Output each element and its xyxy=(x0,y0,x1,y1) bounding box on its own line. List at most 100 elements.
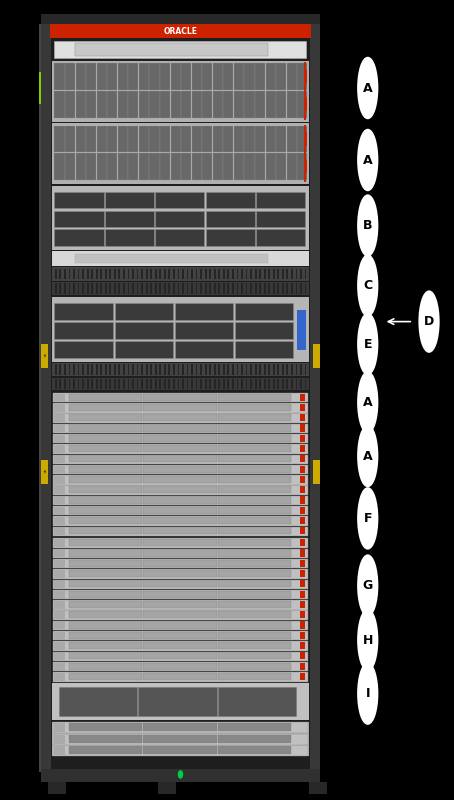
Bar xyxy=(73,365,75,374)
Bar xyxy=(264,379,266,389)
Bar xyxy=(146,269,148,279)
Bar xyxy=(52,297,309,362)
Bar xyxy=(143,642,217,649)
Bar xyxy=(52,123,309,184)
Bar xyxy=(54,434,65,442)
Bar xyxy=(300,642,305,649)
Bar xyxy=(255,63,265,90)
Text: A: A xyxy=(363,396,373,409)
Bar xyxy=(69,550,142,557)
Bar xyxy=(53,465,308,474)
Bar xyxy=(76,91,86,118)
Bar xyxy=(300,601,305,608)
Bar xyxy=(250,283,252,294)
Bar xyxy=(234,126,244,152)
Bar xyxy=(296,365,297,374)
Bar xyxy=(64,365,66,374)
Text: D: D xyxy=(424,315,434,328)
Bar xyxy=(192,91,202,118)
Bar xyxy=(286,269,288,279)
Bar xyxy=(250,269,252,279)
Bar xyxy=(143,404,217,411)
Bar xyxy=(277,283,279,294)
Bar xyxy=(300,662,305,670)
Bar xyxy=(218,486,291,494)
Bar xyxy=(150,365,152,374)
Bar xyxy=(39,24,41,772)
Bar xyxy=(187,269,188,279)
Bar xyxy=(128,269,129,279)
Bar xyxy=(241,365,243,374)
Bar xyxy=(105,210,154,227)
Bar xyxy=(54,570,65,578)
Bar xyxy=(300,632,305,639)
Bar xyxy=(234,91,244,118)
Bar xyxy=(235,341,293,358)
Bar xyxy=(54,539,65,547)
Bar xyxy=(54,455,65,463)
Bar xyxy=(277,365,279,374)
Bar xyxy=(237,379,238,389)
Bar xyxy=(69,570,142,577)
Bar xyxy=(139,154,149,180)
Bar xyxy=(54,517,65,525)
Bar xyxy=(150,269,152,279)
Bar xyxy=(54,497,65,504)
Bar xyxy=(141,269,143,279)
Bar xyxy=(246,269,247,279)
Bar xyxy=(313,344,320,368)
Bar xyxy=(143,414,217,422)
Bar xyxy=(287,63,297,90)
Bar xyxy=(218,746,291,754)
Bar xyxy=(218,539,291,546)
Bar xyxy=(300,506,305,514)
Bar xyxy=(256,230,305,246)
Bar xyxy=(209,269,211,279)
Bar xyxy=(141,379,143,389)
Bar xyxy=(52,61,309,122)
Bar xyxy=(123,379,125,389)
Bar xyxy=(59,379,61,389)
Bar xyxy=(76,126,86,152)
Bar xyxy=(86,126,96,152)
Bar xyxy=(235,303,293,320)
Bar xyxy=(87,365,89,374)
Text: G: G xyxy=(363,579,373,592)
Bar xyxy=(114,379,116,389)
Bar xyxy=(52,722,309,756)
Bar xyxy=(143,445,217,452)
Bar xyxy=(268,283,270,294)
Bar xyxy=(78,379,79,389)
Bar xyxy=(118,269,120,279)
Bar xyxy=(52,267,309,281)
Bar xyxy=(218,580,291,587)
Bar xyxy=(305,283,306,294)
Bar xyxy=(69,662,142,670)
Bar xyxy=(54,611,65,619)
Bar xyxy=(138,687,217,716)
Bar xyxy=(69,580,142,587)
Bar xyxy=(259,365,261,374)
Bar xyxy=(143,611,217,618)
Bar xyxy=(266,91,276,118)
Bar xyxy=(86,91,96,118)
Bar xyxy=(109,283,111,294)
Bar xyxy=(192,126,202,152)
Bar xyxy=(54,662,65,670)
Bar xyxy=(191,365,193,374)
Bar xyxy=(200,365,202,374)
Bar xyxy=(86,63,96,90)
Bar xyxy=(209,283,211,294)
Bar xyxy=(205,283,207,294)
Bar xyxy=(53,506,308,515)
Bar xyxy=(75,43,268,56)
Text: E: E xyxy=(364,338,372,350)
Bar xyxy=(69,425,142,431)
Bar xyxy=(155,379,157,389)
Bar xyxy=(53,486,308,495)
Text: A: A xyxy=(363,82,373,94)
Bar xyxy=(268,269,270,279)
Bar xyxy=(114,341,173,358)
Bar xyxy=(52,683,309,720)
Bar xyxy=(41,769,320,782)
